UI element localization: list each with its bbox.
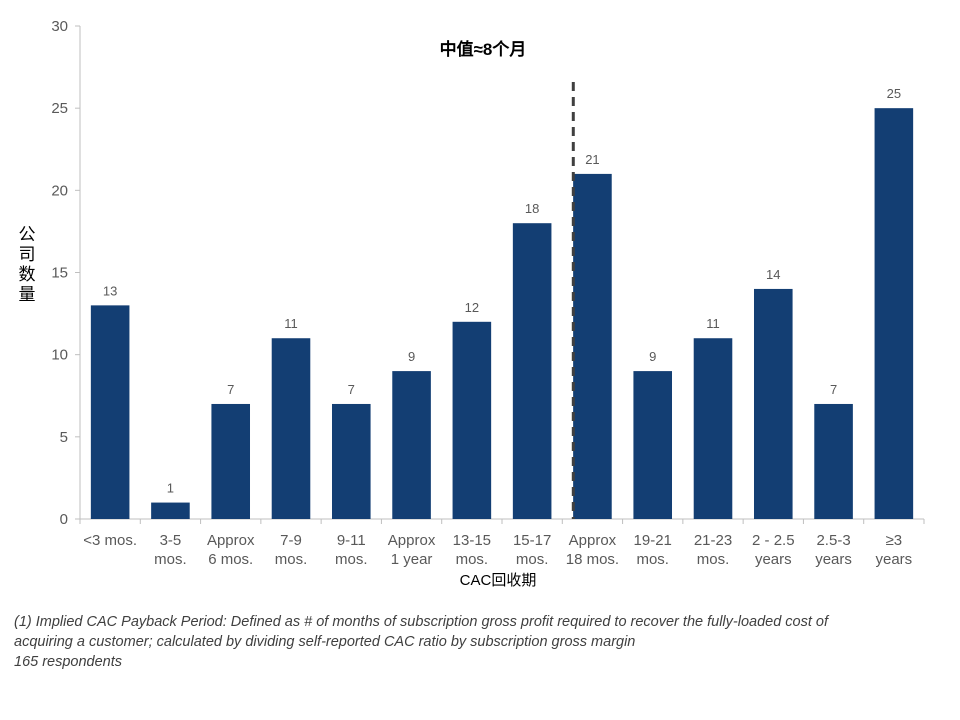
bar xyxy=(452,321,492,519)
x-tick-label: mos. xyxy=(636,551,669,568)
x-tick-label: 1 year xyxy=(391,551,433,568)
x-tick-label: mos. xyxy=(456,551,489,568)
data-label: 12 xyxy=(465,300,479,315)
bar xyxy=(392,371,431,519)
x-tick-label: mos. xyxy=(154,551,187,568)
y-tick-label: 0 xyxy=(60,511,68,528)
y-axis-title-char: 公 xyxy=(19,225,36,244)
data-label: 7 xyxy=(830,382,837,397)
x-tick-label: 6 mos. xyxy=(208,551,253,568)
x-tick-label: mos. xyxy=(697,551,730,568)
chart-axes xyxy=(75,25,925,524)
x-tick-label: years xyxy=(755,551,792,568)
x-tick-label: Approx xyxy=(388,532,436,549)
y-axis-title-char: 量 xyxy=(19,285,36,304)
x-tick-label: Approx xyxy=(207,532,255,549)
y-axis-title-char: 数 xyxy=(19,265,36,284)
x-tick-label: <3 mos. xyxy=(83,532,137,549)
bar xyxy=(271,338,311,519)
y-axis-title-char: 司 xyxy=(19,245,36,264)
data-label: 1 xyxy=(167,481,174,496)
y-tick-label: 10 xyxy=(51,347,68,364)
data-label: 11 xyxy=(284,316,298,331)
x-tick-label: Approx xyxy=(569,532,617,549)
y-tick-label: 20 xyxy=(51,182,68,199)
x-axis-title: CAC回收期 xyxy=(460,572,537,589)
data-label: 9 xyxy=(649,349,656,364)
bar xyxy=(693,338,733,519)
x-tick-label: mos. xyxy=(335,551,368,568)
footnote-line-1: (1) Implied CAC Payback Period: Defined … xyxy=(14,614,829,630)
x-tick-label: 13-15 xyxy=(453,532,491,549)
bar xyxy=(573,173,612,519)
x-tick-label: ≥3 xyxy=(886,532,903,549)
bar xyxy=(331,403,371,519)
bar xyxy=(512,223,552,519)
x-tick-label: 7-9 xyxy=(280,532,302,549)
bar xyxy=(874,108,914,520)
y-tick-label: 5 xyxy=(60,429,68,446)
x-tick-label: years xyxy=(876,551,913,568)
bar xyxy=(633,371,673,519)
x-tick-label: 18 mos. xyxy=(566,551,619,568)
data-label: 13 xyxy=(103,283,117,298)
x-tick-label: years xyxy=(815,551,852,568)
footnote-line-2: acquiring a customer; calculated by divi… xyxy=(14,634,636,650)
x-tick-label: 2.5-3 xyxy=(816,532,850,549)
x-tick-label: mos. xyxy=(275,551,308,568)
chart-labels: 0 5 10 15 20 25 30 13 <3 mos. 1 3-5 mos. 7 Approx 6 mo… xyxy=(51,18,912,568)
footnote: (1) Implied CAC Payback Period: Defined … xyxy=(14,612,954,672)
data-label: 25 xyxy=(887,86,901,101)
x-tick-label: mos. xyxy=(516,551,549,568)
median-annotation: 中值≈8个月 xyxy=(440,39,527,59)
y-tick-label: 30 xyxy=(51,18,68,35)
bar xyxy=(814,403,853,519)
x-tick-label: 21-23 xyxy=(694,532,732,549)
data-label: 7 xyxy=(348,382,355,397)
x-tick-label: 9-11 xyxy=(337,532,366,549)
data-label: 21 xyxy=(585,152,599,167)
y-tick-label: 25 xyxy=(51,100,68,117)
bar xyxy=(151,502,190,519)
y-tick-label: 15 xyxy=(51,265,68,282)
chart-bars xyxy=(90,82,914,520)
footnote-line-3: 165 respondents xyxy=(14,654,123,670)
x-tick-label: 3-5 xyxy=(160,532,182,549)
x-tick-label: 15-17 xyxy=(513,532,551,549)
data-label: 18 xyxy=(525,201,539,216)
data-label: 11 xyxy=(706,316,720,331)
data-label: 14 xyxy=(766,267,780,282)
x-tick-label: 2 - 2.5 xyxy=(752,532,795,549)
bar xyxy=(211,403,251,519)
data-label: 9 xyxy=(408,349,415,364)
bar xyxy=(90,305,130,519)
bar xyxy=(753,288,793,519)
data-label: 7 xyxy=(227,382,234,397)
x-tick-label: 19-21 xyxy=(634,532,672,549)
